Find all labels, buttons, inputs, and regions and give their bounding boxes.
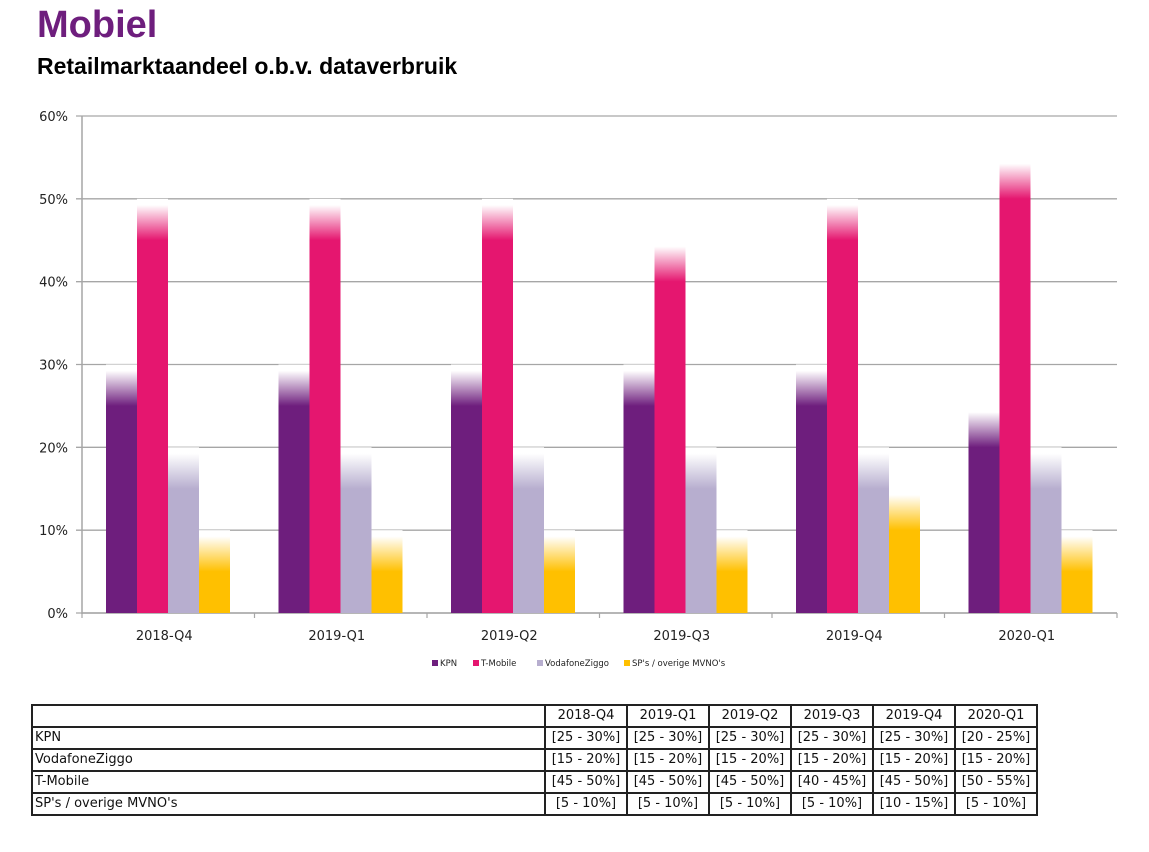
y-tick-label: 40% (39, 276, 68, 291)
bar-t-mobile-2019-q2 (482, 198, 513, 613)
table-cell: [25 - 30%] (544, 726, 628, 750)
table-corner-cell (31, 704, 546, 728)
bar-vodafoneziggo-2019-q2 (513, 447, 544, 613)
table-cell: [5 - 10%] (626, 792, 710, 816)
table-cell: [15 - 20%] (872, 748, 956, 772)
y-tick-label: 0% (47, 607, 68, 622)
y-tick-label: 30% (39, 359, 68, 374)
bar-t-mobile-2019-q3 (654, 240, 686, 613)
legend-swatch (624, 660, 630, 666)
table-cell: [45 - 50%] (708, 770, 792, 794)
bar-kpn-2020-q1 (968, 405, 1000, 613)
y-tick-label: 20% (39, 441, 68, 456)
bar-sp-s-overige-mvno-s-2018-q4 (199, 530, 230, 613)
table-cell: [5 - 10%] (708, 792, 792, 816)
table-cell: [25 - 30%] (790, 726, 874, 750)
bar-kpn-2019-q2 (451, 364, 482, 613)
legend-label: T-Mobile (480, 659, 516, 669)
x-tick-label: 2019-Q1 (308, 629, 365, 644)
bars (106, 157, 1093, 613)
y-tick-label: 50% (39, 193, 68, 208)
table-row-label: KPN (31, 726, 546, 750)
bar-t-mobile-2019-q1 (309, 198, 341, 613)
table-cell: [25 - 30%] (872, 726, 956, 750)
table-cell: [45 - 50%] (872, 770, 956, 794)
legend: KPN T-Mobile VodafoneZiggo SP's / overige M… (432, 659, 726, 669)
table-cell: [50 - 55%] (954, 770, 1038, 794)
legend-label: KPN (440, 659, 457, 669)
table-cell: [25 - 30%] (708, 726, 792, 750)
y-tick-label: 10% (39, 524, 68, 539)
table-row: KPN [25 - 30%] [25 - 30%] [25 - 30%] [25 - 3… (31, 726, 1038, 750)
gridlines (76, 115, 1117, 614)
bar-vodafoneziggo-2019-q1 (340, 447, 372, 613)
bar-kpn-2019-q4 (796, 364, 827, 613)
bar-vodafoneziggo-2019-q3 (685, 447, 717, 613)
x-tick-label: 2020-Q1 (998, 629, 1055, 644)
bar-sp-s-overige-mvno-s-2019-q4 (889, 488, 920, 613)
table-cell: [15 - 20%] (626, 748, 710, 772)
table-cell: [20 - 25%] (954, 726, 1038, 750)
legend-label: VodafoneZiggo (545, 659, 609, 669)
bar-t-mobile-2019-q4 (827, 198, 858, 613)
table-cell: [15 - 20%] (708, 748, 792, 772)
bar-kpn-2019-q3 (623, 364, 655, 613)
table-column-header: 2020-Q1 (954, 704, 1038, 728)
table-column-header: 2019-Q4 (872, 704, 956, 728)
x-tick-label: 2018-Q4 (136, 629, 193, 644)
bar-t-mobile-2018-q4 (137, 198, 168, 613)
bar-kpn-2019-q1 (278, 364, 310, 613)
legend-swatch (537, 660, 543, 666)
bar-sp-s-overige-mvno-s-2019-q1 (371, 530, 403, 613)
table-row-label: SP's / overige MVNO's (31, 792, 546, 816)
table-row-label: T-Mobile (31, 770, 546, 794)
bar-sp-s-overige-mvno-s-2019-q3 (716, 530, 748, 613)
table-header-row: 2018-Q4 2019-Q1 2019-Q2 2019-Q3 2019-Q4 2020-… (31, 704, 1038, 728)
table-cell: [5 - 10%] (544, 792, 628, 816)
x-tick-label: 2019-Q3 (653, 629, 710, 644)
x-tick-label: 2019-Q4 (826, 629, 883, 644)
bar-t-mobile-2020-q1 (999, 157, 1031, 613)
table-column-header: 2019-Q1 (626, 704, 710, 728)
bar-vodafoneziggo-2020-q1 (1030, 447, 1062, 613)
x-tick-label: 2019-Q2 (481, 629, 538, 644)
table-cell: [5 - 10%] (790, 792, 874, 816)
table-cell: [5 - 10%] (954, 792, 1038, 816)
bar-sp-s-overige-mvno-s-2020-q1 (1061, 530, 1093, 613)
axis-labels: 0% 10% 20% 30% 40% 50% 60% 2018-Q4 2019-Q1 2019-Q… (39, 110, 1055, 644)
table-column-header: 2019-Q3 (790, 704, 874, 728)
data-table: 2018-Q4 2019-Q1 2019-Q2 2019-Q3 2019-Q4 2020-… (31, 704, 1038, 816)
table-row: SP's / overige MVNO's [5 - 10%] [5 - 10%][… (31, 792, 1038, 816)
table-row-label: VodafoneZiggo (31, 748, 546, 772)
table-row: VodafoneZiggo [15 - 20%] [15 - 20%] [15 - 2… (31, 748, 1038, 772)
legend-label: SP's / overige MVNO's (632, 659, 726, 669)
table-cell: [15 - 20%] (790, 748, 874, 772)
legend-swatch (432, 660, 438, 666)
chart-subtitle: Retailmarktaandeel o.b.v. dataverbruik (37, 53, 458, 79)
y-tick-label: 60% (39, 110, 68, 125)
table-cell: [25 - 30%] (626, 726, 710, 750)
table-cell: [45 - 50%] (626, 770, 710, 794)
table-cell: [15 - 20%] (544, 748, 628, 772)
table-cell: [15 - 20%] (954, 748, 1038, 772)
bar-sp-s-overige-mvno-s-2019-q2 (544, 530, 575, 613)
table-cell: [10 - 15%] (872, 792, 956, 816)
table-row: T-Mobile [45 - 50%] [45 - 50%] [45 - 50%] [4… (31, 770, 1038, 794)
bar-vodafoneziggo-2019-q4 (858, 447, 889, 613)
axes (81, 116, 1118, 618)
table-column-header: 2019-Q2 (708, 704, 792, 728)
table-column-header: 2018-Q4 (544, 704, 628, 728)
table-cell: [45 - 50%] (544, 770, 628, 794)
table-cell: [40 - 45%] (790, 770, 874, 794)
bar-chart: 0% 10% 20% 30% 40% 50% 60% 2018-Q4 2019-Q1 2019-Q… (39, 110, 1118, 669)
bar-kpn-2018-q4 (106, 364, 137, 613)
page-title: Mobiel (37, 4, 158, 46)
bar-vodafoneziggo-2018-q4 (168, 447, 199, 613)
legend-swatch (473, 660, 479, 666)
